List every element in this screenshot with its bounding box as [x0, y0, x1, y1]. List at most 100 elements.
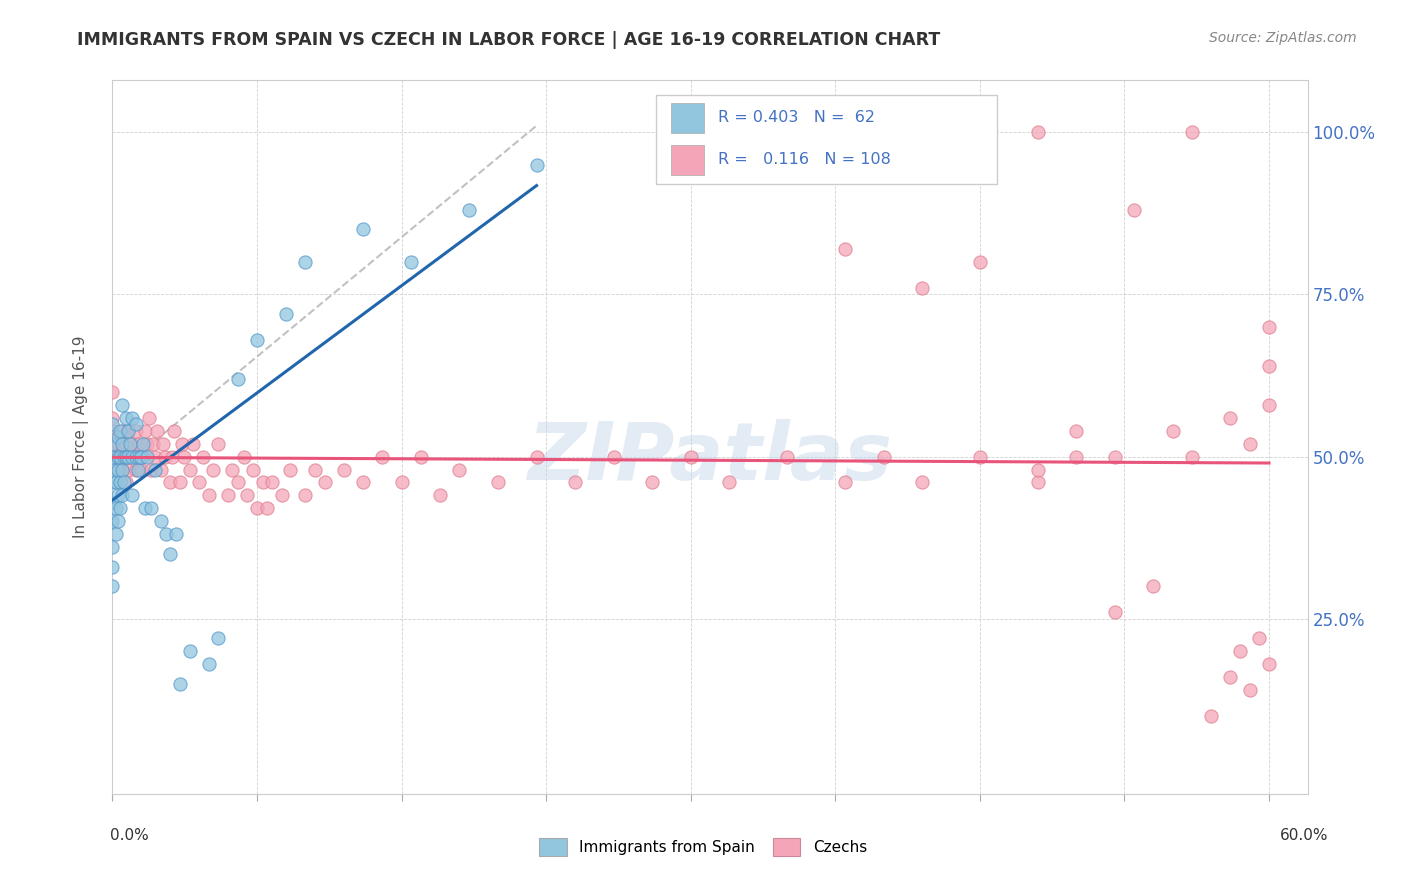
- Point: [115, 410, 138, 425]
- Text: ZIPatlas: ZIPatlas: [527, 419, 893, 498]
- Point: [834, 242, 856, 256]
- Point: [217, 488, 239, 502]
- Point: [274, 307, 297, 321]
- Point: [107, 450, 129, 464]
- Point: [304, 462, 326, 476]
- Point: [602, 450, 624, 464]
- Point: [136, 436, 159, 450]
- Point: [1219, 410, 1241, 425]
- Point: [1181, 125, 1204, 139]
- Text: 60.0%: 60.0%: [1281, 828, 1329, 843]
- Point: [391, 475, 413, 490]
- Point: [127, 450, 149, 464]
- Point: [183, 436, 205, 450]
- Point: [1229, 644, 1251, 658]
- Point: [872, 450, 894, 464]
- Point: [198, 657, 221, 672]
- Point: [207, 436, 229, 450]
- Point: [121, 410, 143, 425]
- Text: IMMIGRANTS FROM SPAIN VS CZECH IN LABOR FORCE | AGE 16-19 CORRELATION CHART: IMMIGRANTS FROM SPAIN VS CZECH IN LABOR …: [77, 31, 941, 49]
- Point: [1239, 683, 1261, 698]
- Point: [121, 436, 143, 450]
- Point: [776, 450, 799, 464]
- Point: [108, 450, 131, 464]
- Point: [117, 462, 139, 476]
- Legend: Immigrants from Spain, Czechs: Immigrants from Spain, Czechs: [533, 832, 873, 862]
- Point: [101, 384, 124, 399]
- Point: [449, 462, 471, 476]
- Point: [371, 450, 394, 464]
- Point: [1142, 579, 1164, 593]
- FancyBboxPatch shape: [657, 95, 997, 184]
- Point: [101, 475, 124, 490]
- Point: [679, 450, 702, 464]
- Point: [271, 488, 294, 502]
- Point: [911, 281, 934, 295]
- Point: [169, 676, 191, 690]
- Point: [107, 462, 129, 476]
- Point: [1249, 631, 1271, 645]
- Point: [352, 222, 374, 236]
- Point: [105, 501, 128, 516]
- Point: [718, 475, 741, 490]
- Point: [278, 462, 301, 476]
- Point: [105, 527, 128, 541]
- Point: [101, 436, 124, 450]
- Point: [128, 436, 150, 450]
- Point: [139, 501, 162, 516]
- Point: [1161, 424, 1184, 438]
- Point: [352, 475, 374, 490]
- Point: [107, 436, 129, 450]
- Point: [429, 488, 451, 502]
- Point: [159, 547, 181, 561]
- Point: [564, 475, 586, 490]
- Point: [124, 450, 146, 464]
- Point: [143, 462, 166, 476]
- Point: [226, 372, 249, 386]
- Point: [131, 450, 153, 464]
- Point: [246, 333, 269, 347]
- Point: [252, 475, 274, 490]
- Point: [526, 450, 548, 464]
- Point: [232, 450, 254, 464]
- Point: [179, 462, 201, 476]
- Point: [149, 515, 172, 529]
- Point: [1104, 605, 1126, 619]
- Point: [117, 424, 139, 438]
- Point: [111, 436, 134, 450]
- Point: [153, 450, 176, 464]
- Point: [333, 462, 356, 476]
- Point: [127, 462, 149, 476]
- Point: [107, 488, 129, 502]
- Point: [118, 436, 141, 450]
- Point: [101, 450, 124, 464]
- Point: [236, 488, 259, 502]
- Point: [165, 527, 187, 541]
- Point: [401, 255, 423, 269]
- Point: [138, 410, 160, 425]
- Point: [105, 475, 128, 490]
- Point: [117, 450, 139, 464]
- Point: [149, 462, 172, 476]
- Point: [314, 475, 336, 490]
- Point: [256, 501, 278, 516]
- Point: [101, 495, 124, 509]
- Text: Source: ZipAtlas.com: Source: ZipAtlas.com: [1209, 31, 1357, 45]
- Point: [163, 424, 186, 438]
- Point: [294, 488, 316, 502]
- Point: [111, 488, 134, 502]
- Text: R = 0.403   N =  62: R = 0.403 N = 62: [718, 111, 876, 126]
- Point: [111, 462, 134, 476]
- FancyBboxPatch shape: [671, 103, 704, 133]
- Point: [1258, 359, 1281, 373]
- Point: [1239, 436, 1261, 450]
- Point: [1104, 450, 1126, 464]
- Point: [1064, 424, 1087, 438]
- Point: [294, 255, 316, 269]
- Point: [101, 450, 124, 464]
- Point: [226, 475, 249, 490]
- Point: [108, 475, 131, 490]
- Text: R =   0.116   N = 108: R = 0.116 N = 108: [718, 153, 891, 168]
- Point: [118, 450, 141, 464]
- Point: [1258, 398, 1281, 412]
